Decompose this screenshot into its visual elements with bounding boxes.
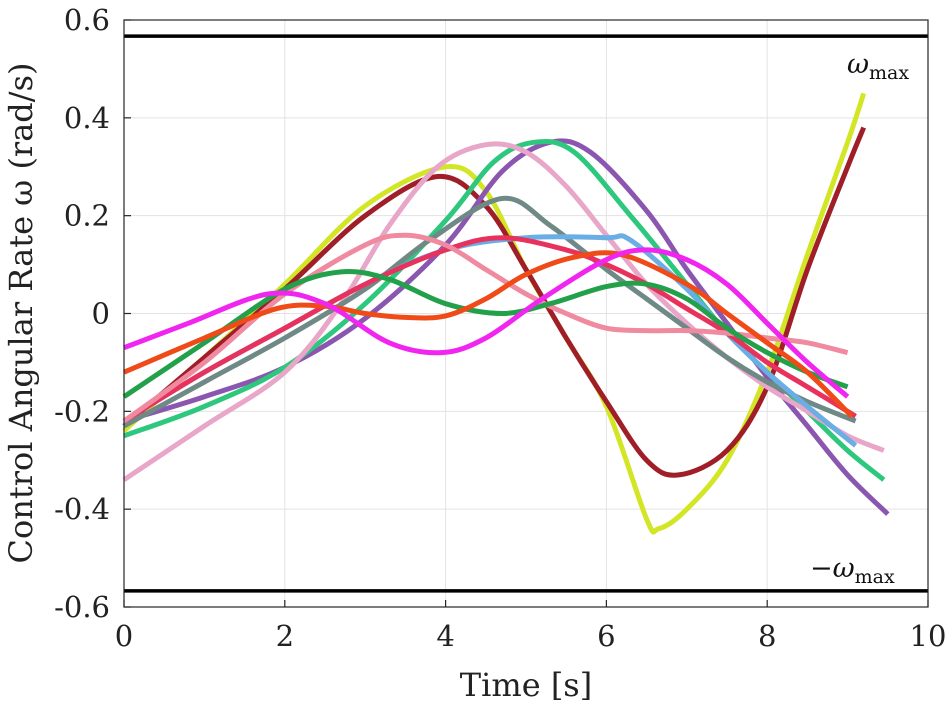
bound-lines (124, 34, 928, 593)
bound-label-max: ωmax (847, 49, 909, 84)
series-line-pink (122, 141, 885, 482)
y-tick-label: -0.4 (54, 492, 110, 526)
x-ticks: 0 2 4 6 8 10 (115, 600, 947, 653)
x-tick-label: 6 (597, 619, 615, 653)
series-line-dark-red (122, 126, 867, 478)
x-tick-label: 4 (436, 619, 454, 653)
y-tick-label: -0.2 (54, 394, 110, 428)
series-lines (122, 92, 890, 535)
x-tick-label: 10 (910, 619, 947, 653)
x-tick-label: 0 (115, 619, 133, 653)
series-line-green (123, 138, 886, 482)
series-line-dark-green (122, 269, 849, 399)
series-line-gray-green (122, 195, 857, 429)
y-tick-label: 0.6 (64, 3, 110, 37)
x-axis-label: Time [s] (460, 666, 592, 704)
y-axis-label: Control Angular Rate ω (rad/s) (2, 63, 40, 564)
series-line-magenta (123, 247, 850, 399)
series-line-orange-red (123, 250, 854, 418)
y-tick-label: 0.2 (64, 199, 110, 233)
bound-label-min: −ωmax (810, 553, 895, 588)
y-tick-label: -0.6 (54, 590, 110, 624)
series-line-crimson (122, 235, 857, 424)
y-ticks: 0.6 0.4 0.2 0 -0.2 -0.4 -0.6 (54, 3, 131, 624)
y-tick-label: 0 (92, 297, 110, 331)
x-tick-label: 8 (758, 619, 776, 653)
y-tick-label: 0.4 (64, 101, 110, 135)
x-tick-label: 2 (276, 619, 294, 653)
